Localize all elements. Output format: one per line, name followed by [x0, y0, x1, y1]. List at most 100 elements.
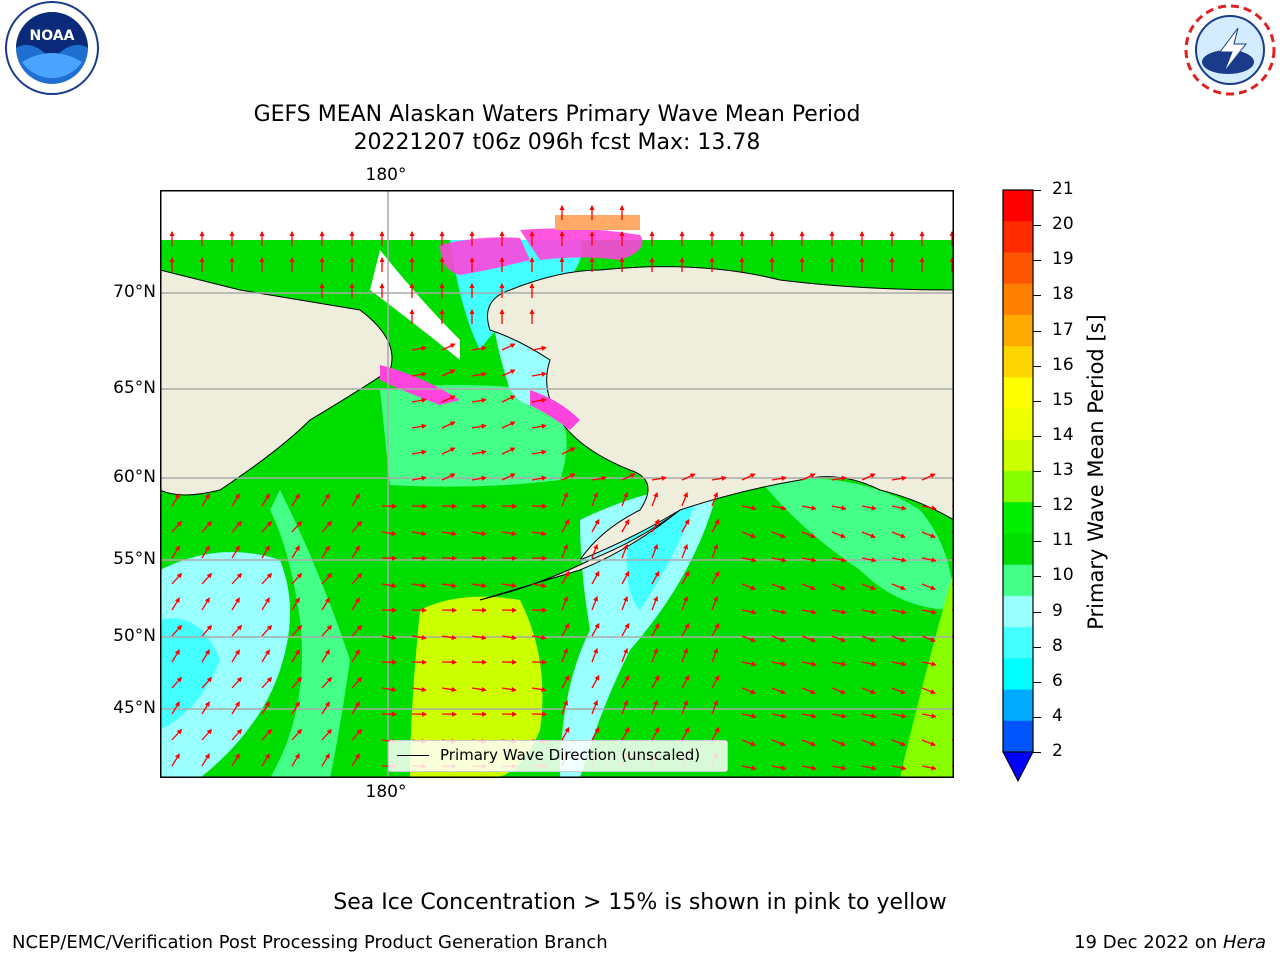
wave-arrow: [771, 505, 787, 511]
colorbar-tick-mark: [1033, 681, 1041, 683]
green-light-east: [760, 478, 954, 610]
wave-arrow: [591, 518, 600, 533]
wave-arrow: [201, 701, 210, 715]
colorbar-tick-label: 16: [1052, 354, 1074, 375]
wave-arrow: [591, 622, 600, 637]
wave-arrow: [741, 583, 756, 591]
wave-arrow: [261, 753, 270, 767]
wave-arrow: [831, 583, 846, 591]
wave-arrow: [891, 557, 907, 563]
wave-arrow: [801, 583, 816, 591]
wave-arrow: [471, 686, 487, 693]
wave-arrow: [291, 597, 300, 611]
wave-arrow: [681, 726, 690, 741]
wave-arrow: [411, 530, 427, 537]
land-alaska: [487, 266, 954, 562]
wave-arrow: [681, 543, 689, 559]
yellow-zone-center: [410, 596, 543, 778]
wave-arrow: [621, 491, 629, 507]
wave-arrow: [171, 493, 180, 507]
wave-arrow: [801, 713, 817, 719]
wave-arrow: [261, 624, 273, 637]
wave-arrow: [831, 531, 846, 539]
wave-arrow: [441, 686, 457, 693]
wave-arrow: [891, 475, 907, 481]
wave-arrow: [561, 543, 569, 559]
colorbar-tick-label: 12: [1052, 495, 1074, 516]
wave-arrow: [651, 699, 659, 715]
wave-arrow: [711, 674, 720, 689]
wave-arrow: [441, 634, 457, 641]
colorbar-tick-label: 4: [1052, 705, 1063, 726]
wave-arrow: [381, 530, 397, 537]
wave-arrow: [741, 473, 756, 481]
wave-arrow: [471, 371, 487, 377]
wave-arrow: [861, 765, 877, 771]
wave-arrow: [741, 739, 756, 747]
wave-arrow: [171, 572, 183, 585]
wave-arrow: [891, 687, 906, 695]
colorbar-tick-mark: [1033, 190, 1041, 191]
legend-box: [388, 740, 728, 772]
wave-arrow: [921, 473, 936, 481]
wave-arrow: [681, 699, 689, 715]
wave-direction-arrows: [169, 204, 954, 771]
wave-arrow: [741, 609, 757, 615]
wave-arrow: [471, 582, 487, 589]
wave-arrow: [501, 530, 517, 537]
wave-arrow: [651, 491, 659, 507]
wave-arrow: [771, 609, 787, 615]
wave-arrow: [501, 421, 516, 429]
wave-arrow: [771, 713, 787, 719]
wave-arrow: [531, 475, 547, 481]
colorbar-label: Primary Wave Mean Period [s]: [1084, 314, 1108, 630]
wave-arrow: [351, 676, 363, 689]
wave-arrow: [441, 447, 456, 455]
wave-arrow: [921, 739, 936, 747]
wave-arrow: [471, 397, 487, 403]
wave-arrow: [711, 518, 720, 533]
wave-arrow: [891, 713, 907, 719]
wave-arrow: [921, 531, 936, 539]
wave-arrow: [321, 520, 333, 533]
wave-arrow: [471, 634, 487, 641]
wave-arrow: [921, 557, 937, 563]
wave-arrow: [831, 765, 847, 771]
wave-arrow: [921, 505, 937, 511]
wave-arrow: [321, 572, 333, 585]
colorbar-tick-mark: [1033, 260, 1041, 262]
wave-arrow: [231, 597, 240, 611]
colorbar-extend-arrow: [1002, 751, 1034, 783]
wave-arrow: [201, 624, 213, 637]
wave-arrow: [771, 765, 787, 771]
wave-arrow: [621, 543, 629, 559]
wave-period-map: [160, 190, 954, 778]
cyan-band-center: [560, 480, 720, 778]
noaa-logo: NOAA: [5, 1, 99, 95]
colorbar-tick-mark: [1033, 295, 1041, 297]
wave-arrow: [621, 518, 630, 533]
colorbar-tick-mark: [1033, 225, 1041, 227]
wave-arrow: [351, 597, 360, 611]
wave-arrow: [411, 397, 427, 403]
wave-arrow: [171, 597, 180, 611]
wave-arrow: [351, 493, 360, 507]
wave-arrow: [291, 493, 300, 507]
wave-arrow: [501, 634, 517, 641]
wave-arrow: [681, 674, 690, 689]
colorbar-segment: [1003, 439, 1033, 472]
wave-arrow: [621, 674, 630, 689]
colorbar-segment: [1003, 471, 1033, 503]
wave-arrow: [171, 701, 180, 715]
wave-arrow: [351, 572, 363, 585]
wave-arrow: [321, 728, 333, 741]
wave-arrow: [171, 676, 183, 689]
wave-arrow: [621, 622, 630, 637]
lat-label-60: 60°N: [113, 467, 156, 487]
wave-arrow: [771, 475, 787, 481]
wave-arrow: [801, 473, 816, 481]
lat-label-70: 70°N: [113, 282, 156, 302]
footer-host: Hera: [1222, 932, 1266, 953]
wave-arrow: [741, 531, 756, 539]
wave-arrow: [801, 505, 817, 511]
